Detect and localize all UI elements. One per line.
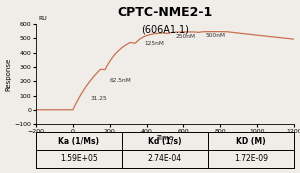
Text: 62.5nM: 62.5nM bbox=[110, 78, 131, 83]
Text: CPTC-NME2-1: CPTC-NME2-1 bbox=[117, 6, 213, 19]
Text: 125nM: 125nM bbox=[145, 41, 165, 46]
Text: Kd (1/s): Kd (1/s) bbox=[148, 136, 182, 145]
Text: (606A1.1): (606A1.1) bbox=[141, 25, 189, 35]
Text: 2.74E-04: 2.74E-04 bbox=[148, 154, 182, 163]
Text: 250nM: 250nM bbox=[176, 34, 196, 39]
X-axis label: Time: Time bbox=[157, 135, 173, 141]
Y-axis label: Response: Response bbox=[5, 57, 11, 91]
Text: Ka (1/Ms): Ka (1/Ms) bbox=[58, 136, 100, 145]
Text: 500nM: 500nM bbox=[206, 33, 226, 38]
Text: 1.59E+05: 1.59E+05 bbox=[60, 154, 98, 163]
Text: 31.25: 31.25 bbox=[90, 95, 107, 101]
Text: KD (M): KD (M) bbox=[236, 136, 266, 145]
Text: 1.72E-09: 1.72E-09 bbox=[234, 154, 268, 163]
Text: RU: RU bbox=[39, 16, 47, 21]
